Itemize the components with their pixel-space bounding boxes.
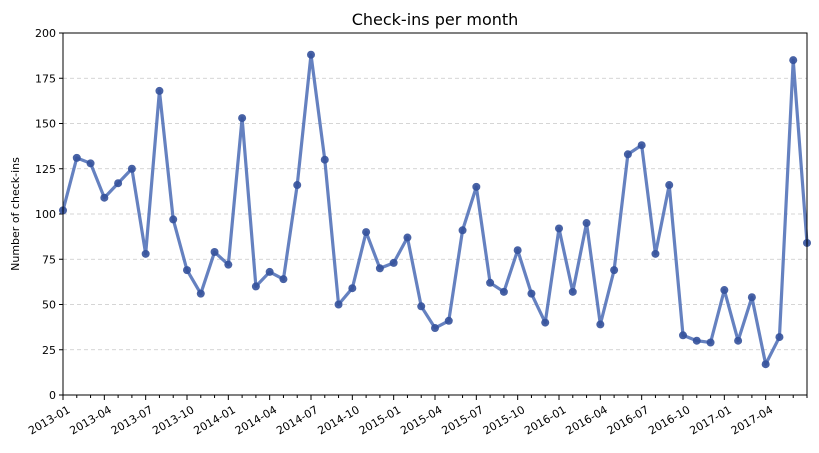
data-point: [499, 287, 508, 296]
data-point: [444, 316, 453, 325]
data-point: [307, 50, 315, 59]
x-tick-label: 2013-04: [68, 403, 114, 437]
data-point: [431, 324, 439, 333]
data-point: [224, 260, 233, 269]
data-point: [761, 360, 770, 369]
x-tick-label: 2014-01: [192, 403, 238, 437]
data-point: [279, 275, 288, 284]
x-tick-label: 2015-10: [481, 403, 527, 437]
data-point: [623, 150, 632, 159]
data-point: [637, 141, 646, 150]
data-point: [568, 287, 577, 296]
x-tick-label: 2016-07: [605, 403, 651, 437]
data-point: [100, 193, 109, 202]
data-point: [706, 338, 715, 347]
data-point: [389, 258, 398, 267]
y-axis-label: Number of check-ins: [9, 157, 22, 271]
plot-frame: [62, 32, 808, 396]
chart-title: Check-ins per month: [352, 10, 519, 29]
data-point: [169, 215, 178, 224]
y-tick-label: 175: [35, 72, 56, 85]
data-point: [403, 233, 412, 242]
x-tick-label: 2015-01: [357, 403, 403, 437]
data-point: [582, 219, 591, 228]
data-point: [541, 318, 550, 327]
y-tick-label: 150: [35, 118, 56, 131]
data-point: [692, 336, 701, 345]
data-point: [610, 266, 619, 275]
data-point: [334, 300, 343, 309]
data-point: [293, 181, 302, 190]
data-point: [720, 286, 729, 295]
data-point: [362, 228, 371, 237]
data-point: [527, 289, 536, 298]
data-point: [375, 264, 384, 273]
data-point: [665, 181, 674, 190]
x-tick-label: 2017-01: [688, 403, 734, 437]
data-point: [734, 336, 743, 345]
x-tick-label: 2016-01: [522, 403, 568, 437]
data-point: [555, 224, 563, 233]
y-tick-label: 75: [42, 253, 56, 266]
data-point: [747, 293, 756, 302]
data-point: [513, 246, 522, 255]
x-tick-label: 2014-04: [233, 403, 279, 437]
data-point: [141, 249, 150, 258]
x-tick-label: 2014-07: [274, 403, 320, 437]
data-point: [458, 226, 467, 235]
data-point: [210, 248, 219, 257]
data-point: [472, 182, 481, 191]
x-tick-label: 2014-10: [316, 403, 362, 437]
data-point: [596, 320, 605, 329]
data-point: [486, 278, 495, 287]
data-point: [265, 267, 274, 276]
x-tick-label: 2013-10: [150, 403, 196, 437]
y-tick-label: 125: [35, 163, 56, 176]
data-point: [789, 56, 798, 65]
y-tick-label: 25: [42, 344, 56, 357]
data-point: [72, 153, 81, 162]
data-point: [251, 282, 260, 291]
series-line: [61, 53, 809, 366]
x-tick-label: 2015-04: [398, 403, 444, 437]
series-checkins: [59, 50, 811, 369]
data-point: [114, 179, 123, 188]
data-point: [183, 266, 191, 275]
y-axis-ticks: 0 25 50 75 100 125 150 175 200: [35, 27, 63, 402]
data-point: [651, 249, 660, 258]
y-tick-label: 0: [49, 389, 56, 402]
x-tick-label: 2015-07: [440, 403, 486, 437]
data-point: [155, 86, 164, 95]
x-tick-label: 2013-01: [26, 403, 72, 437]
x-axis-ticks: 2013-012013-042013-072013-102014-012014-…: [26, 395, 808, 438]
data-point: [679, 331, 687, 340]
y-tick-label: 50: [42, 299, 56, 312]
x-tick-label: 2013-07: [109, 403, 155, 437]
x-tick-label: 2016-10: [646, 403, 692, 437]
data-point: [320, 155, 329, 164]
data-point: [238, 114, 247, 123]
y-tick-label: 100: [35, 208, 56, 221]
data-point: [86, 159, 95, 168]
data-point: [196, 289, 205, 298]
data-point: [417, 302, 426, 311]
x-tick-label: 2017-04: [729, 403, 775, 437]
y-tick-label: 200: [35, 27, 56, 40]
data-point: [348, 284, 357, 293]
y-gridlines: [63, 77, 807, 351]
data-point: [775, 333, 784, 342]
data-point: [127, 164, 136, 173]
x-tick-label: 2016-04: [564, 403, 610, 437]
